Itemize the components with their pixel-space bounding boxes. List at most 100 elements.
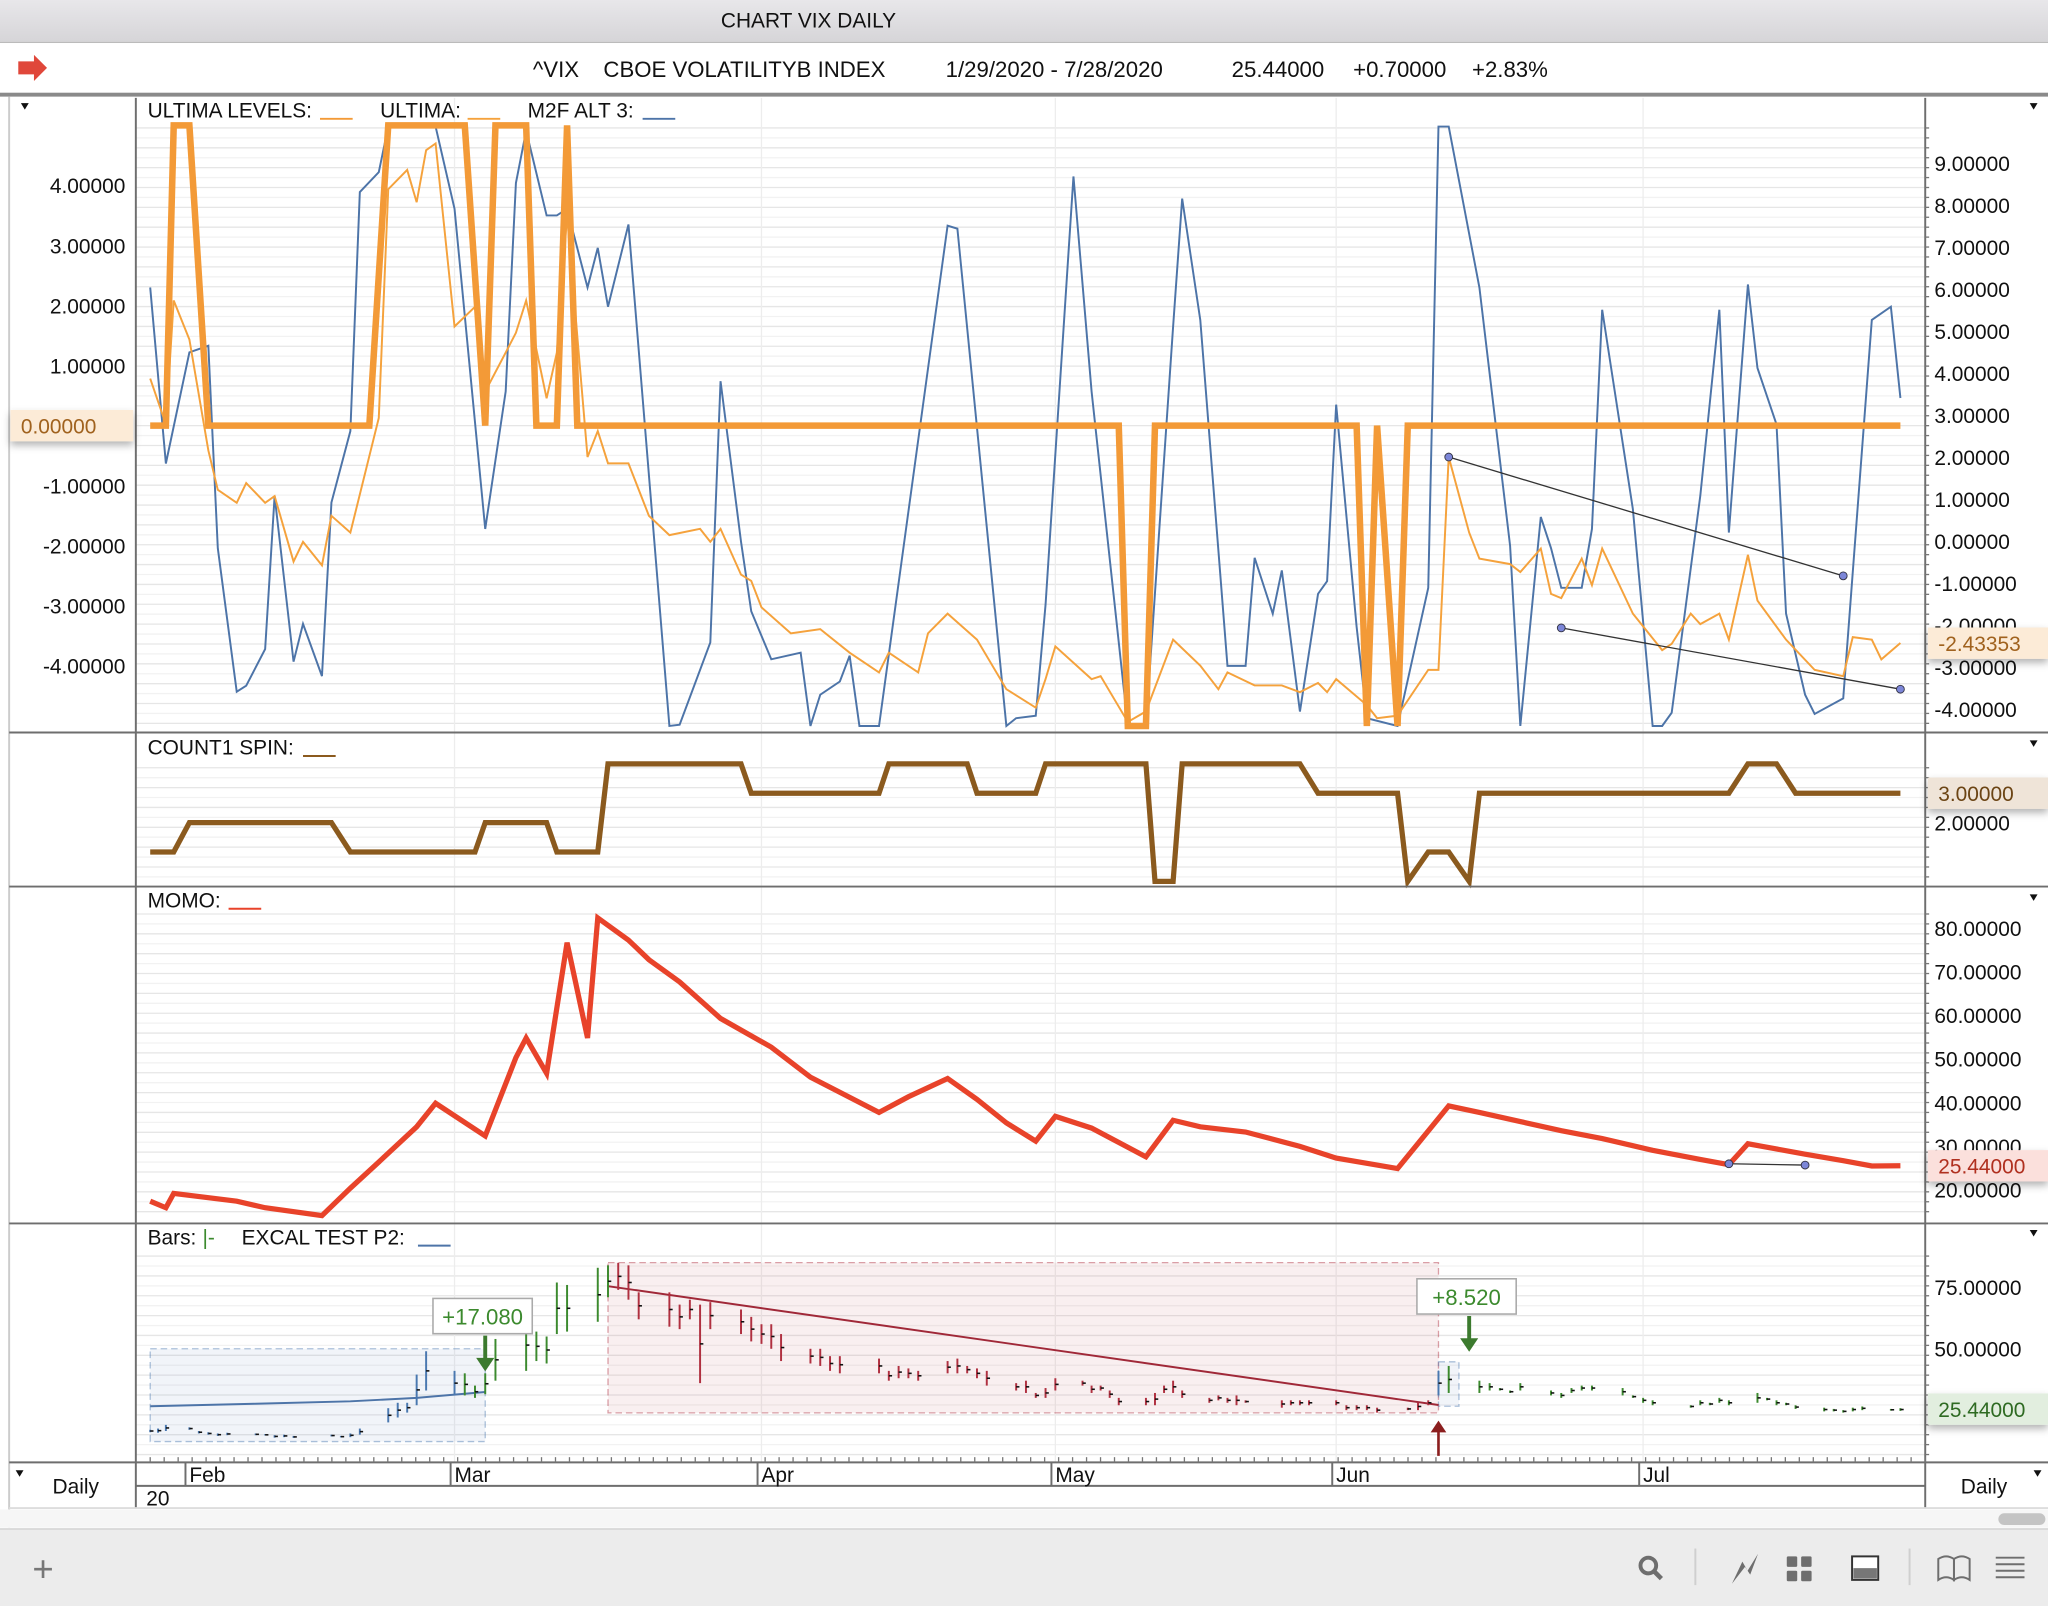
date-range: 1/29/2020 - 7/28/2020: [946, 57, 1163, 82]
axis-tick-label: -3.00000: [1934, 657, 2016, 680]
axis-tick-label: 0.00000: [1934, 531, 2009, 554]
symbol: ^VIX: [533, 57, 579, 82]
search-icon[interactable]: [1638, 1555, 1664, 1581]
axis-tick-label: -4.00000: [43, 656, 125, 679]
legend-m2f-alt3: M2F ALT 3:: [528, 100, 634, 123]
axis-tick-label: 3.00000: [50, 235, 125, 258]
interval-menu-triangle-icon[interactable]: [2033, 1470, 2042, 1477]
count1-spin-value-badge-text: 3.00000: [1938, 783, 2013, 806]
range-box[interactable]: [607, 1261, 1440, 1414]
series-momo: [149, 913, 1901, 1219]
panel-menu-triangle-icon[interactable]: [2029, 103, 2038, 110]
trendline-handle[interactable]: [1444, 452, 1454, 462]
bars-trendline[interactable]: [607, 1285, 1439, 1406]
axis-tick-label: -1.00000: [1934, 573, 2016, 596]
axis-tick-label: 1.00000: [1934, 489, 2009, 512]
series-ultima-levels: [150, 122, 1901, 730]
month-label: Feb: [189, 1464, 225, 1487]
year-label: 20: [146, 1487, 169, 1510]
trendline[interactable]: [1448, 456, 1844, 577]
legend-count1-spin: COUNT1 SPIN:: [148, 737, 294, 760]
axis-tick-label: 20.00000: [1934, 1179, 2021, 1202]
interval-selector-right[interactable]: Daily: [1961, 1476, 2008, 1499]
panel-menu-triangle-icon[interactable]: [2029, 740, 2038, 747]
axis-tick-label: 40.00000: [1934, 1092, 2021, 1115]
axis-tick-label: 5.00000: [1934, 321, 2009, 344]
trendline-handle[interactable]: [1556, 623, 1566, 633]
bars-value-badge-text: 25.44000: [1938, 1399, 2025, 1422]
trendline[interactable]: [1728, 1163, 1806, 1166]
legend-ultima: ULTIMA:: [380, 100, 461, 123]
panel-menu-triangle-icon[interactable]: [2029, 1229, 2038, 1237]
month-label: May: [1055, 1464, 1095, 1487]
panel-menus: [15, 103, 2042, 1477]
ultima-value-badge: -2.43353: [1927, 627, 2048, 659]
symbol-name: CBOE VOLATILITYB INDEX: [603, 57, 885, 82]
gain-annotation[interactable]: +8.520: [1416, 1278, 1517, 1352]
price-change: +0.70000: [1353, 57, 1446, 82]
axis-tick-label: 7.00000: [1934, 237, 2009, 260]
axis-tick-label: 80.00000: [1934, 918, 2021, 941]
count1-spin-value-badge: 3.00000: [1927, 777, 2048, 809]
title-bar: [0, 0, 2048, 42]
legend-panel-2: COUNT1 SPIN:: [148, 737, 336, 760]
trendline-handle[interactable]: [1838, 571, 1848, 581]
red-right-arrow-icon[interactable]: [18, 54, 48, 81]
axis-tick-label: 50.00000: [1934, 1339, 2021, 1362]
legend-panel-1: ULTIMA LEVELS: ULTIMA: M2F ALT 3:: [148, 100, 676, 123]
horizontal-scrollbar-thumb[interactable]: [1998, 1513, 2046, 1526]
axis-tick-label: 75.00000: [1934, 1277, 2021, 1300]
ultima-value-badge-text: -2.43353: [1938, 633, 2020, 656]
trendline[interactable]: [1561, 627, 1901, 690]
last-price: 25.44000: [1232, 57, 1325, 82]
legend-momo: MOMO:: [148, 889, 221, 912]
gain-annotation-text: +8.520: [1432, 1285, 1500, 1310]
axis-tick-label: 2.00000: [1934, 447, 2009, 470]
range-box[interactable]: [149, 1348, 486, 1443]
time-axis: Feb Mar Apr May Jun Jul: [149, 1457, 1926, 1487]
legend-ultima-levels: ULTIMA LEVELS:: [148, 100, 312, 123]
bottom-toolbar: [0, 1528, 2048, 1606]
axis-tick-label: 6.00000: [1934, 279, 2009, 302]
trendline-handle[interactable]: [1724, 1159, 1734, 1169]
menu-icon[interactable]: [1995, 1556, 2025, 1579]
percent-change: +2.83%: [1472, 57, 1548, 82]
left-axis-value-badge-text: 0.00000: [21, 415, 96, 438]
momo-value-badge-text: 25.44000: [1938, 1156, 2025, 1179]
gain-annotation[interactable]: +17.080: [432, 1297, 534, 1372]
axis-tick-label: -3.00000: [43, 596, 125, 619]
symbol-header: ^VIX CBOE VOLATILITYB INDEX 1/29/2020 - …: [533, 57, 1548, 82]
interval-menu-triangle-icon[interactable]: [15, 1470, 24, 1477]
trendline-handle[interactable]: [1896, 684, 1905, 694]
down-arrow-icon: [476, 1335, 495, 1372]
trendline-handle[interactable]: [1800, 1160, 1810, 1170]
axes: 4.00000 3.00000 2.00000 1.00000 -1.00000 -2.0…: [10, 127, 2048, 1456]
panel-menu-triangle-icon[interactable]: [20, 103, 29, 110]
panel-menu-triangle-icon[interactable]: [2029, 894, 2038, 901]
add-button[interactable]: +: [32, 1548, 53, 1589]
axis-tick-label: 50.00000: [1934, 1049, 2021, 1072]
month-label: Jun: [1336, 1464, 1370, 1487]
book-icon[interactable]: [1937, 1555, 1971, 1582]
grid-layout-icon[interactable]: [1786, 1556, 1812, 1582]
gridlines: [135, 97, 1926, 1463]
axis-tick-label: 4.00000: [50, 175, 125, 198]
legend-bars: Bars:: [148, 1226, 197, 1249]
axis-tick-label: 70.00000: [1934, 962, 2021, 985]
gain-annotation-text: +17.080: [442, 1305, 523, 1330]
interval-selector-left[interactable]: Daily: [53, 1476, 100, 1499]
axis-tick-label: 2.00000: [1934, 812, 2009, 835]
axis-tick-label: -4.00000: [1934, 699, 2016, 722]
series-ultima: [149, 141, 1902, 724]
axis-tick-label: 1.00000: [50, 355, 125, 378]
axis-tick-label: 60.00000: [1934, 1005, 2021, 1028]
panel-layout-icon[interactable]: [1851, 1555, 1880, 1581]
axis-tick-label: 4.00000: [1934, 363, 2009, 386]
legend-excal-test-p2: EXCAL TEST P2:: [242, 1226, 405, 1249]
up-arrow-icon: [1430, 1420, 1447, 1456]
bars-value-badge: 25.44000: [1927, 1393, 2048, 1425]
window-title: CHART VIX DAILY: [721, 9, 896, 32]
panel-frame: [8, 96, 2048, 1528]
legend-panel-3: MOMO:: [148, 889, 262, 912]
